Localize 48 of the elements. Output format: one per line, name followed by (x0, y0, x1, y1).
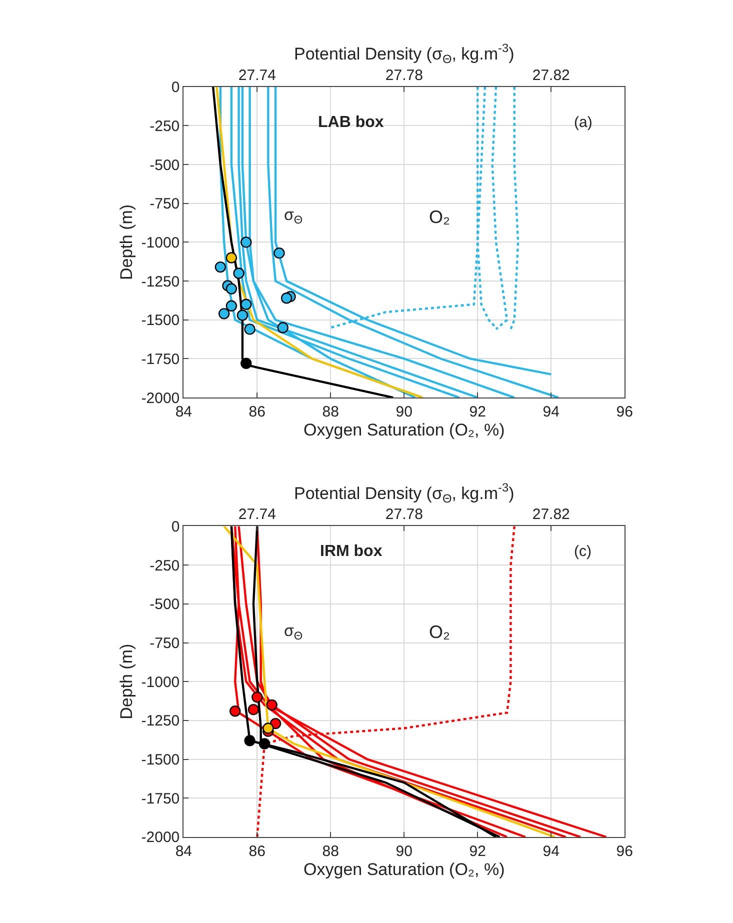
y-tick-label: -1500 (141, 752, 180, 769)
x-tick-label: 92 (469, 404, 486, 421)
x-tick-label: 86 (248, 404, 266, 421)
x-tick-label: 96 (616, 404, 633, 421)
y-tick-label: -1000 (141, 674, 180, 691)
annotation: (c) (574, 543, 592, 560)
annotation: O₂ (429, 622, 450, 642)
y-tick-label: -1750 (141, 790, 180, 808)
y-tick-label: 0 (171, 79, 180, 96)
x2-axis-title: Potential Density (σ$_{Θ}$, kg.m$^{-3}$) (294, 41, 514, 66)
x-tick-label: 92 (469, 842, 486, 860)
y-axis-title: Depth (m) (116, 204, 136, 280)
x-tick-label: 86 (248, 842, 266, 860)
y-tick-label: -500 (150, 596, 180, 614)
x2-tick-label: 27.82 (532, 506, 570, 524)
y-tick-label: -1250 (141, 273, 180, 290)
x2-tick-label: 27.74 (238, 506, 276, 524)
x-tick-label: 90 (396, 842, 412, 860)
x-tick-label: 88 (322, 842, 339, 860)
y-tick-label: -1000 (141, 234, 180, 252)
x-tick-label: 88 (322, 404, 339, 421)
x-axis-title: Oxygen Saturation (O₂, %) (304, 420, 505, 440)
annotation: (a) (574, 114, 592, 131)
annotation: O₂ (429, 207, 450, 227)
y-tick-label: -1500 (141, 312, 180, 330)
x-tick-label: 96 (616, 842, 633, 860)
y-axis-title: Depth (m) (116, 644, 136, 720)
x2-axis-title: Potential Density (σ$_{Θ}$, kg.m$^{-3}$) (294, 480, 514, 506)
x2-tick-label: 27.78 (385, 66, 423, 84)
annotation: σ$_{Θ}$ (284, 207, 303, 226)
y-tick-label: 0 (171, 518, 180, 536)
x2-tick-label: 27.82 (532, 66, 570, 84)
y-tick-label: -750 (150, 635, 180, 652)
y-tick-label: -250 (150, 557, 180, 574)
x-axis-title: Oxygen Saturation (O₂, %) (304, 860, 505, 879)
x2-tick-label: 27.74 (238, 66, 276, 84)
x-tick-label: 90 (396, 404, 412, 421)
y-tick-label: -1750 (141, 350, 180, 368)
y-tick-label: -250 (150, 118, 180, 135)
x-tick-label: 94 (542, 842, 560, 860)
x-tick-label: 94 (542, 404, 560, 421)
y-tick-label: -500 (150, 156, 180, 174)
annotation: LAB box (318, 114, 384, 131)
annotation: IRM box (320, 543, 382, 560)
x2-tick-label: 27.78 (385, 506, 423, 524)
y-tick-label: -750 (150, 196, 180, 213)
y-tick-label: -1250 (141, 712, 180, 730)
annotation: σ$_{Θ}$ (284, 623, 303, 642)
